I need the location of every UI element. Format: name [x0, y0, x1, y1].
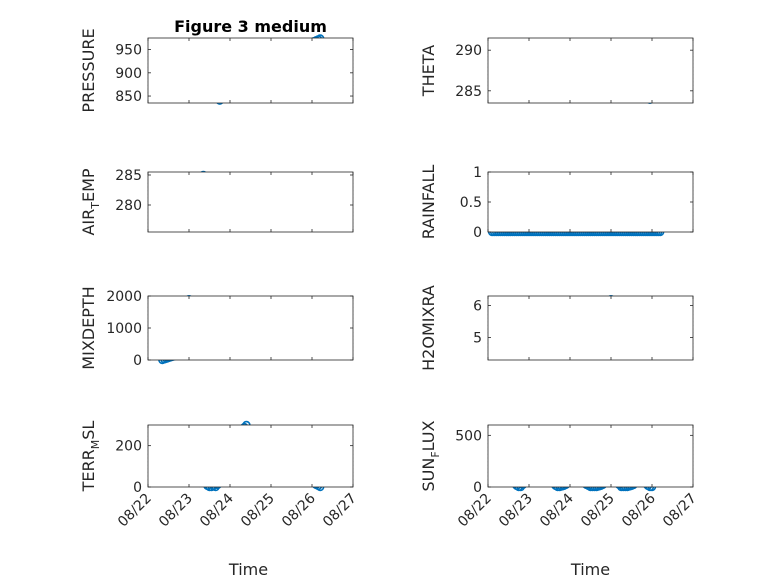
x-tick-label: 08/23 — [156, 491, 196, 531]
y-tick-label: 285 — [455, 84, 482, 100]
y-axis-label: PRESSURE — [79, 28, 98, 112]
subplot-rainfall: 0 0.5 1 RAINFALL — [419, 165, 694, 241]
y-tick-label: 280 — [115, 198, 142, 214]
y-tick-label: 2000 — [106, 289, 142, 305]
x-tick-label: 08/26 — [279, 490, 319, 530]
y-axis-label: TERRMSL — [79, 421, 102, 493]
axes-frame — [487, 171, 694, 233]
y-tick-label: 850 — [115, 89, 142, 105]
y-tick-label: 5 — [473, 331, 482, 347]
x-tick-label: 08/22 — [455, 491, 495, 531]
y-tick-label: 1000 — [106, 321, 142, 337]
y-tick-label: 0 — [473, 480, 482, 496]
y-axis-label: RAINFALL — [419, 165, 438, 240]
axes-frame — [487, 424, 694, 488]
x-axis-label: Time — [570, 560, 610, 579]
y-tick-label: 0 — [133, 480, 142, 496]
x-tick-label: 08/22 — [115, 491, 155, 531]
y-tick-label: 200 — [115, 439, 142, 455]
axes-frame — [147, 424, 354, 488]
axes-frame — [147, 37, 354, 104]
y-tick-label: 1 — [473, 165, 482, 181]
subplot-pressure: 850 900 950 PRESSURE Figure 3 medium — [79, 17, 354, 113]
y-tick-label: 0 — [133, 353, 142, 369]
y-tick-label: 500 — [455, 428, 482, 444]
subplot-theta: 285 290 THETA — [419, 37, 694, 104]
y-tick-label: 6 — [473, 299, 482, 315]
y-axis-label: SUNFLUX — [419, 420, 442, 491]
x-tick-label: 08/25 — [578, 491, 618, 531]
chart-title: Figure 3 medium — [174, 17, 327, 36]
y-axis-label: AIRTEMP — [79, 168, 102, 235]
y-tick-label: 950 — [115, 43, 142, 59]
axes-frame — [147, 171, 354, 233]
y-tick-label: 285 — [115, 168, 142, 184]
subplot-h2omixra: 5 6 H2OMIXRA — [419, 285, 694, 371]
y-tick-label: 290 — [455, 43, 482, 59]
x-tick-label: 08/24 — [197, 490, 237, 530]
axes-frame — [487, 37, 694, 104]
y-axis-label: H2OMIXRA — [419, 285, 438, 371]
x-tick-label: 08/24 — [537, 490, 577, 530]
y-axis-label: MIXDEPTH — [79, 286, 98, 369]
x-tick-label: 08/27 — [320, 491, 360, 531]
y-tick-label: 0.5 — [460, 195, 482, 211]
subplot-sun-flux: 0 500 SUNFLUX 08/22 08/23 08/24 08/25 08/26 08/2… — [419, 420, 700, 579]
x-axis-label: Time — [228, 560, 268, 579]
x-tick-label: 08/26 — [619, 490, 659, 530]
y-tick-label: 900 — [115, 66, 142, 82]
x-tick-label: 08/25 — [238, 491, 278, 531]
subplot-mixdepth: 0 1000 2000 MIXDEPTH — [79, 286, 354, 370]
axes-frame — [487, 295, 694, 361]
x-tick-label: 08/27 — [660, 491, 700, 531]
y-axis-label: THETA — [419, 45, 438, 97]
axes-frame — [147, 295, 354, 361]
y-tick-label: 0 — [473, 225, 482, 241]
x-tick-label: 08/23 — [496, 491, 536, 531]
subplot-air-temp: 280 285 AIRTEMP — [79, 168, 354, 236]
subplot-terr-msl: 0 200 TERRMSL 08/22 08/23 08/24 08/25 08/26 08/2… — [79, 421, 360, 579]
